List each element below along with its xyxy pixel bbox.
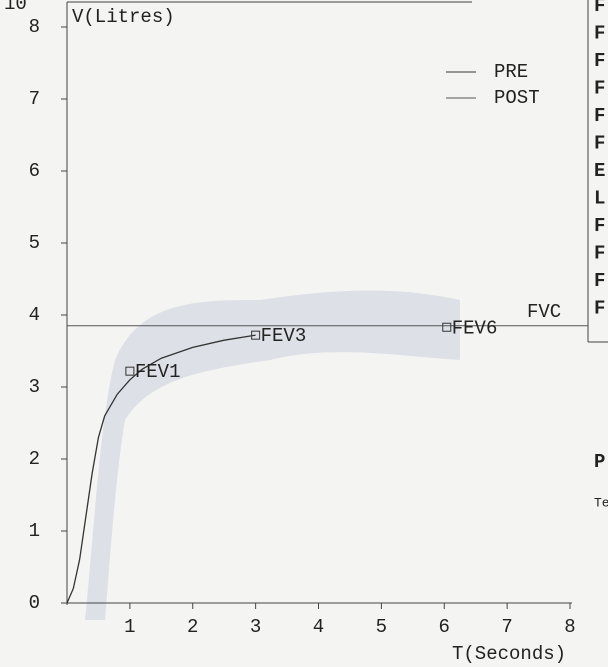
panel-footer-title: P	[594, 451, 605, 473]
fev-marker	[442, 322, 452, 332]
y-tick-label: 7	[29, 88, 40, 110]
y-tick-label: 6	[29, 160, 40, 182]
panel-line: F	[594, 133, 605, 155]
predicted-band	[85, 290, 460, 620]
panel-line: F	[594, 243, 605, 265]
fev-marker	[125, 366, 135, 376]
panel-footer-text: Te	[594, 495, 608, 510]
fev-label: FEV1	[135, 361, 181, 383]
x-tick-label: 2	[187, 616, 198, 638]
legend-label: PRE	[494, 61, 528, 83]
y-tick-label: 2	[29, 448, 40, 470]
panel-line: F	[594, 0, 605, 17]
panel-line: E	[594, 160, 605, 182]
fvc-label: FVC	[527, 301, 561, 323]
volume-curve	[66, 334, 256, 604]
x-tick-label: 7	[501, 616, 512, 638]
y-tick-label: 5	[29, 232, 40, 254]
fev-label: FEV3	[261, 325, 307, 347]
x-tick-label: 3	[250, 616, 261, 638]
panel-line: F	[594, 105, 605, 127]
panel-line: F	[594, 298, 605, 320]
y-tick-label: 1	[29, 520, 40, 542]
panel-line: F	[594, 23, 605, 45]
legend-label: POST	[494, 87, 540, 109]
y-tick-label: 0	[29, 592, 40, 614]
panel-line: F	[594, 215, 605, 237]
panel-line: F	[594, 78, 605, 100]
top-label: 10	[4, 0, 27, 15]
panel-line: F	[594, 50, 605, 72]
x-tick-label: 6	[439, 616, 450, 638]
y-tick-label: 8	[29, 16, 40, 38]
panel-line: F	[594, 270, 605, 292]
y-axis-label: V(Litres)	[72, 6, 175, 28]
panel-line: L	[594, 188, 605, 210]
fev-marker	[251, 330, 261, 340]
x-tick-label: 4	[313, 616, 324, 638]
x-tick-label: 8	[564, 616, 575, 638]
x-tick-label: 5	[376, 616, 387, 638]
fev-label: FEV6	[452, 317, 498, 339]
x-axis-label: T(Seconds)	[452, 643, 566, 665]
y-tick-label: 4	[29, 304, 40, 326]
x-tick-label: 1	[124, 616, 135, 638]
y-tick-label: 3	[29, 376, 40, 398]
